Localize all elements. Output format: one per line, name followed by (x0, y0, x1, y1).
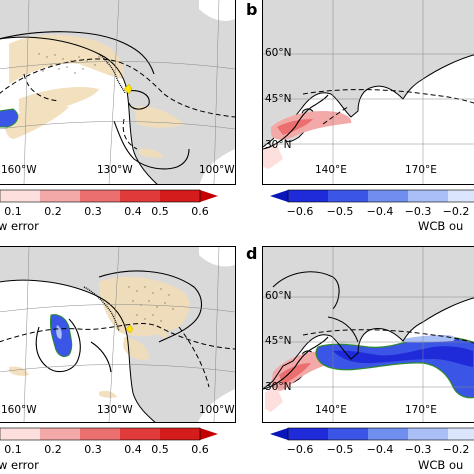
cb-tick-tl-1: 0.1 (4, 205, 22, 218)
contour-dashed-a (0, 58, 235, 118)
cb-tick-bl-4: 0.4 (124, 443, 142, 456)
contour-dashed-a2 (23, 73, 138, 150)
lat-label-d-3: 30°N (265, 381, 292, 393)
gulf-c (198, 389, 235, 422)
wcb-blue-d-dark (333, 346, 473, 367)
gridlines-d (263, 247, 474, 422)
cb-tick-tr-2: −0.5 (326, 205, 354, 218)
lat-label-d-2: 45°N (265, 335, 292, 347)
cb-tick-bl-1: 0.1 (4, 443, 22, 456)
lon-label-d-2: 170°E (405, 404, 437, 416)
lon-label-c-1: 160°W (1, 404, 37, 416)
gridlines-c (0, 247, 235, 422)
cb-tick-bl-2: 0.2 (44, 443, 62, 456)
contour-dashed-c (0, 323, 235, 350)
panel-label-d: d (246, 244, 258, 263)
cb-title-br: WCB ou (418, 458, 464, 472)
cb-title-tl: w error (0, 219, 39, 233)
wcb-blue-a (0, 108, 19, 128)
cb-tick-tr-5: −0.2 (442, 205, 470, 218)
lon-label-a-2: 130°W (97, 164, 133, 176)
cb-tick-br-4: −0.3 (404, 443, 432, 456)
map-c-canvas (0, 247, 235, 422)
yellow-marker-c (125, 324, 134, 334)
cb-tick-tl-3: 0.3 (84, 205, 102, 218)
cb-title-tr: WCB ou (418, 219, 464, 233)
cb-tick-tr-4: −0.3 (404, 205, 432, 218)
lon-label-c-2: 130°W (97, 404, 133, 416)
map-panel-b: 60°N 45°N 30°N 140°E 170°E (262, 0, 474, 185)
cb-tick-br-2: −0.5 (326, 443, 354, 456)
cb-tick-bl-6: 0.6 (191, 443, 209, 456)
coastline-c2 (83, 286, 120, 332)
yellow-marker-a (123, 83, 133, 95)
lat-label-b-2: 45°N (265, 93, 292, 105)
colorbar-bottom-right-segments (288, 428, 474, 440)
stipple-a (38, 53, 108, 74)
panel-label-b: b (246, 0, 258, 19)
gulf-a (199, 149, 235, 184)
cb-tick-tl-2: 0.2 (44, 205, 62, 218)
cb-tick-br-1: −0.6 (286, 443, 314, 456)
cb-tick-tl-4: 0.4 (124, 205, 142, 218)
gridlines-a (0, 0, 235, 184)
hudson-bay-a (199, 0, 235, 21)
lon-label-b-1: 140°E (315, 164, 347, 176)
cb-tick-bl-5: 0.5 (151, 443, 169, 456)
contour-solid-b (263, 94, 329, 150)
contour-solid-c (35, 318, 81, 373)
cb-tick-bl-3: 0.3 (84, 443, 102, 456)
land-asia-b (263, 0, 474, 147)
cb-tick-tl-5: 0.5 (151, 205, 169, 218)
colorbar-top-right-segments (288, 190, 474, 202)
cb-tick-tr-3: −0.4 (366, 205, 394, 218)
lon-label-b-2: 170°E (405, 164, 437, 176)
land-asia-d (263, 247, 474, 389)
lat-label-b-1: 60°N (265, 47, 292, 59)
colorbar-bottom-left (0, 427, 218, 441)
contour-solid-a2 (113, 120, 190, 170)
lon-label-a-3: 100°W (199, 164, 235, 176)
map-a-canvas (0, 0, 235, 184)
cb-tick-tr-1: −0.6 (286, 205, 314, 218)
cb-tick-tl-6: 0.6 (191, 205, 209, 218)
colorbar-top-left (0, 189, 218, 203)
gridlines-b (263, 0, 474, 184)
lat-label-b-3: 30°N (265, 139, 292, 151)
lon-label-c-3: 100°W (199, 404, 235, 416)
colorbar-top-right (270, 189, 474, 203)
lon-label-a-1: 160°W (1, 164, 37, 176)
hudson-bay-c (199, 247, 235, 267)
cb-title-bl: w error (0, 458, 39, 472)
colorbar-top-left-segments (0, 190, 218, 202)
map-panel-c: 160°W 130°W 100°W (0, 246, 236, 423)
contour-solid-c2 (90, 270, 203, 373)
cb-tick-br-3: −0.4 (366, 443, 394, 456)
wcb-blue-d-light (403, 335, 455, 343)
cb-tick-br-5: −0.2 (442, 443, 470, 456)
lat-label-d-1: 60°N (265, 290, 292, 302)
map-panel-a: 160°W 130°W 100°W (0, 0, 236, 185)
contour-solid-a (0, 31, 155, 110)
stipple-c (128, 286, 174, 322)
colorbar-bottom-right (270, 427, 474, 441)
lon-label-d-1: 140°E (315, 404, 347, 416)
map-b-canvas (263, 0, 474, 184)
coastline-c (0, 279, 156, 422)
colorbar-bottom-left-segments (0, 428, 218, 440)
map-d-canvas (263, 247, 474, 422)
contour-dashed-c2 (178, 326, 210, 388)
map-panel-d: 60°N 45°N 30°N 140°E 170°E (262, 246, 474, 423)
contour-dashed-b2 (322, 106, 349, 125)
